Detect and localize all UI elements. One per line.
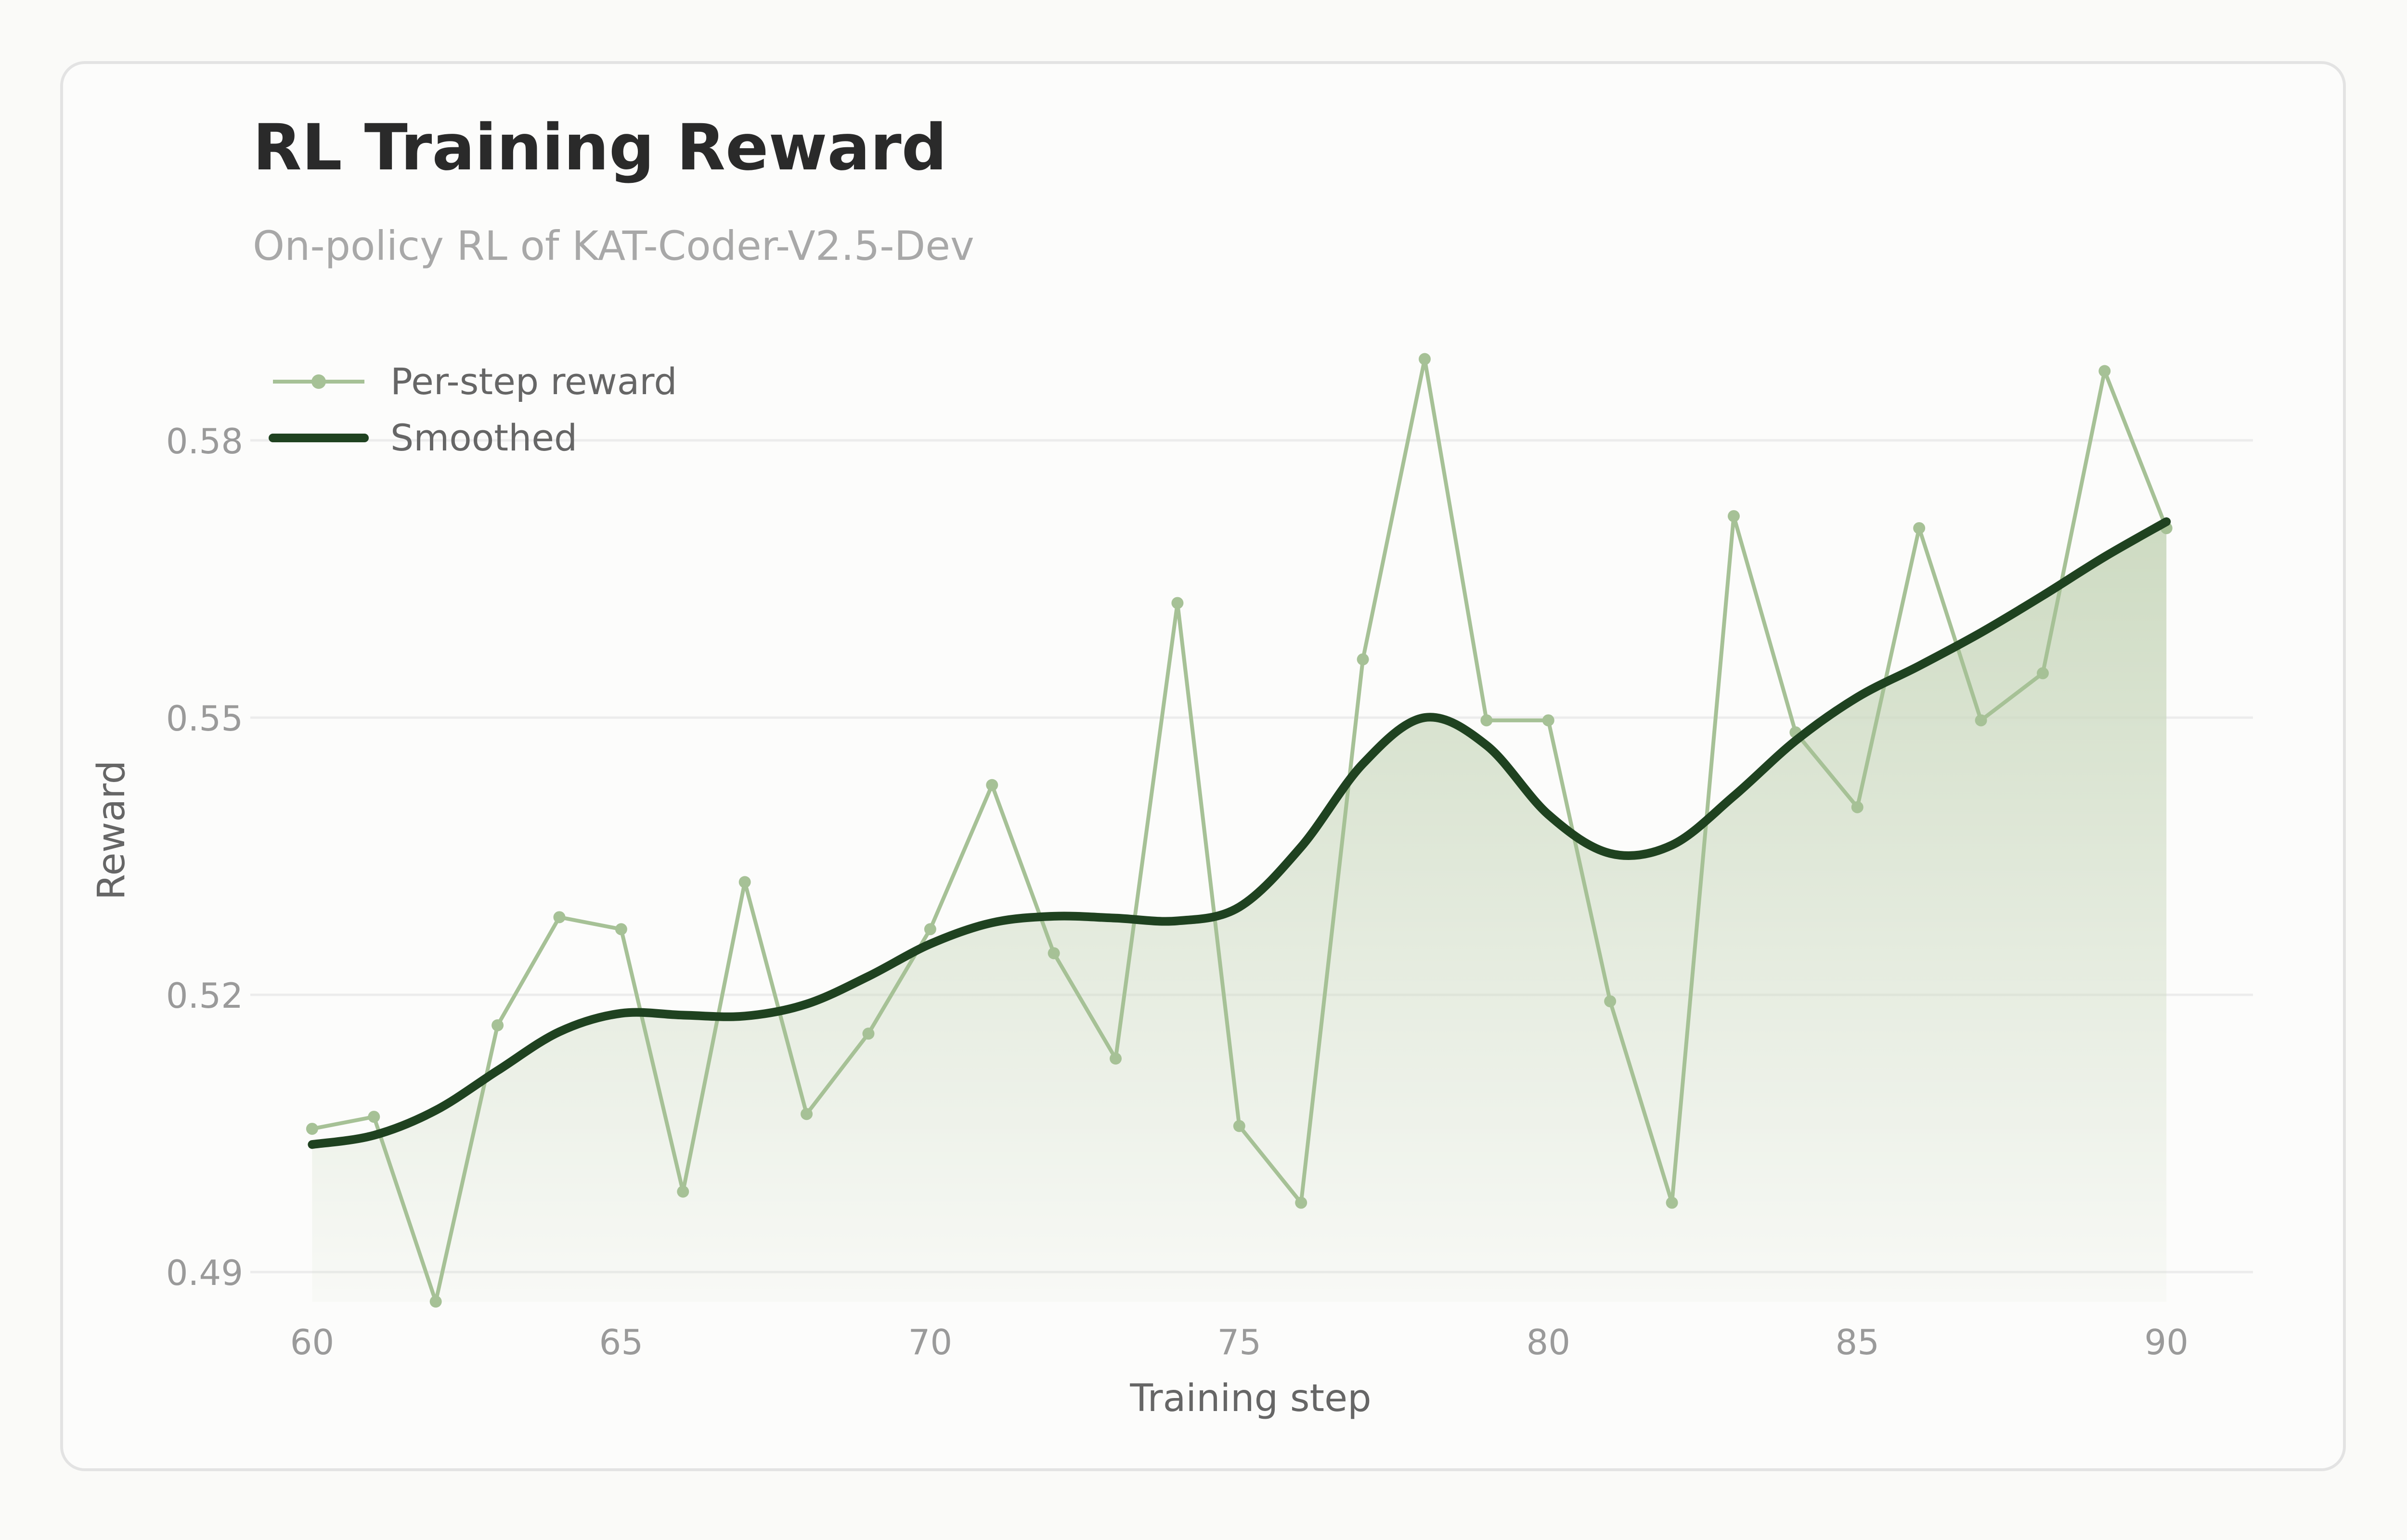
per-step-reward-point: [1913, 522, 1926, 534]
chart-subtitle: On-policy RL of KAT-Coder-V2.5-Dev: [253, 222, 974, 270]
per-step-reward-point: [1851, 801, 1863, 813]
per-step-reward-point: [615, 923, 627, 936]
per-step-reward-point: [1419, 353, 1431, 365]
smoothed-line: [308, 517, 2171, 1149]
smoothed-series-layer: [308, 517, 2171, 1149]
per-step-reward-point: [306, 1123, 318, 1135]
per-step-reward-point: [677, 1185, 689, 1198]
per-step-reward-point: [1727, 510, 1740, 522]
per-step-reward-point: [1357, 653, 1369, 666]
x-tick-label: 90: [2144, 1322, 2188, 1362]
legend-item-per-step-reward: Per-step reward: [273, 360, 677, 403]
per-step-reward-point: [553, 911, 566, 924]
per-step-reward-point: [986, 779, 998, 791]
per-step-reward-point: [862, 1027, 875, 1040]
x-tick-label: 85: [1835, 1322, 1879, 1362]
axis-ticks: 0.49 0.52 0.55 0.58 60 65 70 75 80 85 90: [166, 421, 2188, 1362]
per-step-reward-point: [1975, 714, 1987, 727]
per-step-reward-point: [492, 1019, 504, 1032]
per-step-reward-point: [1480, 714, 1493, 727]
per-step-reward-point: [1233, 1120, 1245, 1132]
y-axis-label: Reward: [90, 760, 133, 900]
per-step-reward-point: [1666, 1196, 1678, 1209]
per-step-reward-point: [1048, 947, 1060, 960]
per-step-reward-point: [1542, 714, 1554, 727]
per-step-reward-point: [429, 1296, 442, 1308]
chart-title: RL Training Reward: [253, 111, 947, 185]
y-tick-label: 0.58: [166, 421, 243, 462]
x-tick-label: 65: [599, 1322, 644, 1362]
legend-label-per-step-reward: Per-step reward: [390, 360, 677, 403]
legend-label-smoothed: Smoothed: [390, 416, 577, 459]
per-step-reward-point: [2098, 365, 2111, 377]
per-step-reward-point: [1171, 597, 1184, 609]
x-tick-label: 75: [1217, 1322, 1262, 1362]
x-tick-label: 70: [908, 1322, 953, 1362]
x-tick-label: 80: [1526, 1322, 1570, 1362]
legend-marker-per-step-reward: [311, 374, 326, 389]
per-step-reward-point: [368, 1111, 380, 1123]
legend-item-smoothed: Smoothed: [269, 416, 577, 459]
per-step-reward-point: [1110, 1052, 1122, 1065]
per-step-series-layer: [306, 353, 2173, 1308]
per-step-reward-point: [1604, 995, 1617, 1008]
per-step-reward-point: [924, 923, 936, 936]
per-step-reward-point: [738, 876, 751, 888]
per-step-reward-point: [1295, 1196, 1307, 1209]
y-tick-label: 0.55: [166, 698, 243, 739]
legend: Per-step reward Smoothed: [269, 360, 677, 459]
x-tick-label: 60: [290, 1322, 335, 1362]
y-tick-label: 0.49: [166, 1253, 243, 1293]
per-step-reward-point: [801, 1108, 813, 1120]
x-axis-label: Training step: [1129, 1377, 1371, 1420]
per-step-reward-point: [2036, 667, 2049, 680]
y-tick-label: 0.52: [166, 975, 243, 1016]
